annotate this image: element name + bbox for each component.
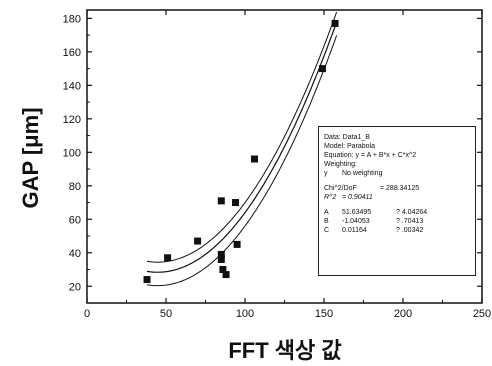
confidence-band-curve: [146, 35, 338, 287]
confidence-band-curve: [146, 11, 338, 263]
fit-r2-value: = 0.90411: [342, 194, 373, 201]
param-a-value: 51.63495: [342, 209, 372, 216]
x-tick-label: 0: [84, 308, 90, 320]
param-a-name: A: [324, 209, 329, 216]
fit-chi-value: = 288.34125: [380, 185, 420, 192]
x-axis-title: FFT 색상 값: [228, 338, 341, 363]
data-point: [331, 19, 339, 27]
param-b-name: B: [324, 218, 329, 225]
param-c-value: 0.01164: [342, 227, 367, 234]
y-tick-label: 160: [63, 47, 81, 59]
param-b-error: ? .70413: [396, 218, 424, 225]
fit-weighting-y: y: [324, 170, 328, 177]
x-tick-label: 250: [473, 308, 491, 320]
fit-chi-label: Chi^2/DoF: [324, 185, 357, 192]
data-point: [222, 271, 230, 279]
y-axis-ticks: 20 40 60 80 100 120 140 160 180: [63, 13, 482, 293]
y-tick-label: 20: [69, 281, 81, 293]
y-tick-label: 140: [63, 80, 81, 92]
data-point: [318, 65, 326, 73]
y-axis-title: GAP [μm]: [18, 107, 43, 208]
fit-curves: [146, 11, 338, 287]
fit-model-label: Model: Parabola: [324, 143, 375, 150]
param-c-error: ? .00342: [396, 227, 424, 234]
fit-results-box: Data: Data1_B Model: Parabola Equation: …: [318, 126, 476, 276]
data-point: [217, 255, 225, 263]
x-tick-label: 100: [236, 308, 254, 320]
data-point: [219, 266, 227, 274]
fit-weighting-value: No weighting: [342, 170, 383, 177]
x-tick-label: 50: [160, 308, 172, 320]
fit-weighting-label: Weighting:: [324, 161, 357, 168]
data-point: [194, 237, 202, 245]
y-tick-label: 80: [69, 181, 81, 193]
data-point: [233, 240, 241, 248]
data-point: [250, 155, 258, 163]
fit-curve: [146, 21, 338, 273]
data-points: [143, 19, 339, 284]
x-tick-label: 200: [394, 308, 412, 320]
y-tick-label: 180: [63, 13, 81, 25]
data-point: [164, 254, 172, 262]
data-point: [143, 276, 151, 284]
y-tick-label: 60: [69, 214, 81, 226]
y-tick-label: 120: [63, 114, 81, 126]
param-b-value: -1.04053: [342, 218, 370, 225]
y-tick-label: 40: [69, 248, 81, 260]
fit-equation-label: Equation: y = A + B*x + C*x^2: [324, 152, 417, 159]
y-tick-label: 100: [63, 147, 81, 159]
x-axis-ticks: 0 50 100 150 200 250: [84, 10, 491, 320]
fit-r2-label: R^2: [324, 194, 337, 201]
x-tick-label: 150: [315, 308, 333, 320]
data-point: [217, 197, 225, 205]
param-c-name: C: [324, 227, 330, 234]
data-point: [217, 250, 225, 258]
param-a-error: ? 4.04264: [396, 209, 428, 216]
fit-data-label: Data: Data1_B: [324, 134, 370, 141]
data-point: [232, 199, 240, 207]
